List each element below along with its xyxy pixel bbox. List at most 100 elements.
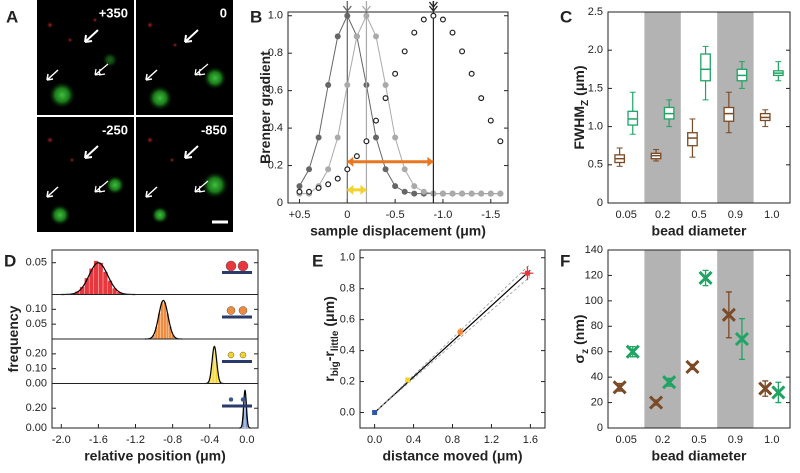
y-tick-label: 0 <box>597 197 603 209</box>
data-point <box>430 12 437 19</box>
x-tick-label: 0.05 <box>615 434 636 446</box>
y-tick-label: 0.5 <box>588 159 603 171</box>
data-point <box>411 29 418 36</box>
bead-icon-slide <box>222 404 252 408</box>
data-point <box>449 190 456 197</box>
y-tick-label: 140 <box>585 244 603 256</box>
y-axis-label: FWHMZ (μm) <box>571 66 591 150</box>
arrow-head <box>347 156 354 167</box>
data-point <box>392 70 399 77</box>
x-marker <box>758 381 773 396</box>
x-tick-label: 0.5 <box>691 209 706 221</box>
y-tick-label: 0.6 <box>340 314 355 326</box>
data-point <box>373 134 380 141</box>
data-point <box>306 188 313 195</box>
data-point <box>478 190 485 197</box>
hist-bar <box>160 302 164 340</box>
y-tick-label: 0.8 <box>268 47 283 59</box>
label-part: z <box>580 349 591 354</box>
x-marker <box>648 395 664 410</box>
data-point <box>478 95 485 102</box>
y-tick-label: 0.2 <box>340 375 355 387</box>
data-point <box>373 33 380 40</box>
x-marker <box>771 385 786 400</box>
y-tick-label: 0.05 <box>26 257 47 269</box>
y-tick-label: 40 <box>591 371 603 383</box>
y-tick-label: 0.8 <box>340 283 355 295</box>
x-tick-label: 0.4 <box>406 434 421 446</box>
x-axis-label: relative position (μm) <box>84 448 226 464</box>
bead-icon-slide <box>222 271 252 274</box>
label-part: Brenner gradient <box>257 51 273 164</box>
y-tick-label: 0.2 <box>268 159 283 171</box>
y-tick-label: 0 <box>277 197 283 209</box>
panel-letter: B <box>250 7 262 26</box>
data-point <box>457 329 463 335</box>
y-tick-label: 60 <box>591 346 603 358</box>
x-tick-label: 0.05 <box>615 209 636 221</box>
bead-icon <box>227 351 235 359</box>
tile <box>136 117 233 232</box>
data-point <box>334 134 341 141</box>
x-tick-label: -0.8 <box>163 434 182 446</box>
x-tick-label: -1.0 <box>433 209 452 221</box>
data-point <box>497 190 504 197</box>
label-part: σ <box>571 353 587 363</box>
fit-line <box>374 263 531 413</box>
peak-arrow <box>361 1 371 13</box>
data-point <box>334 33 341 40</box>
label-part: FWHM <box>571 106 587 150</box>
label-part: big <box>330 361 341 376</box>
x-marker <box>685 359 700 375</box>
bead-icon <box>238 306 248 315</box>
x-tick-label: 0.9 <box>728 209 743 221</box>
data-point <box>353 153 360 160</box>
series-line <box>299 14 501 195</box>
data-point <box>392 183 399 190</box>
data-point <box>401 166 408 173</box>
x-tick-label: 0.0 <box>239 434 254 446</box>
label-part: (nm) <box>571 315 587 345</box>
y-tick-label: 0.10 <box>26 303 47 315</box>
x-tick-label: 1.0 <box>764 209 779 221</box>
x-tick-label: 0.8 <box>445 434 460 446</box>
box <box>627 110 639 126</box>
data-point <box>382 82 389 89</box>
data-point <box>449 29 456 36</box>
data-point <box>411 190 418 197</box>
box <box>700 53 711 82</box>
x-axis-label: sample displacement (μm) <box>310 223 486 239</box>
arrow-head <box>427 156 434 167</box>
data-point <box>325 181 332 188</box>
panel-letter: D <box>4 251 16 270</box>
tile-label: -850 <box>201 122 227 137</box>
y-tick-label: 1.0 <box>268 10 283 22</box>
subplot-frame <box>51 383 259 429</box>
data-point <box>373 117 380 124</box>
data-point <box>487 190 494 197</box>
arrow-head <box>360 184 367 195</box>
data-point <box>363 12 370 19</box>
bead-icon <box>225 260 237 272</box>
bead-icon <box>237 260 249 272</box>
hist-bar <box>163 302 167 340</box>
tile-label: +350 <box>99 5 128 20</box>
tile-label: 0 <box>220 5 227 20</box>
y-tick-label: 0.0 <box>340 406 355 418</box>
x-tick-label: 0.0 <box>367 434 382 446</box>
bead-icon <box>228 397 234 402</box>
y-tick-label: 1.5 <box>588 82 603 94</box>
fit-curve <box>144 299 182 340</box>
y-tick-label: 0 <box>597 422 603 434</box>
tile <box>136 0 233 115</box>
y-tick-label: 100 <box>585 295 603 307</box>
shaded-band <box>644 12 681 203</box>
micrograph-grid <box>37 0 233 232</box>
data-point <box>325 166 332 173</box>
data-point <box>382 166 389 173</box>
y-tick-label: 0.00 <box>26 422 47 434</box>
x-tick-label: 1.2 <box>484 434 499 446</box>
data-point <box>392 134 399 141</box>
data-point <box>315 134 322 141</box>
x-tick-label: 0.2 <box>655 209 670 221</box>
